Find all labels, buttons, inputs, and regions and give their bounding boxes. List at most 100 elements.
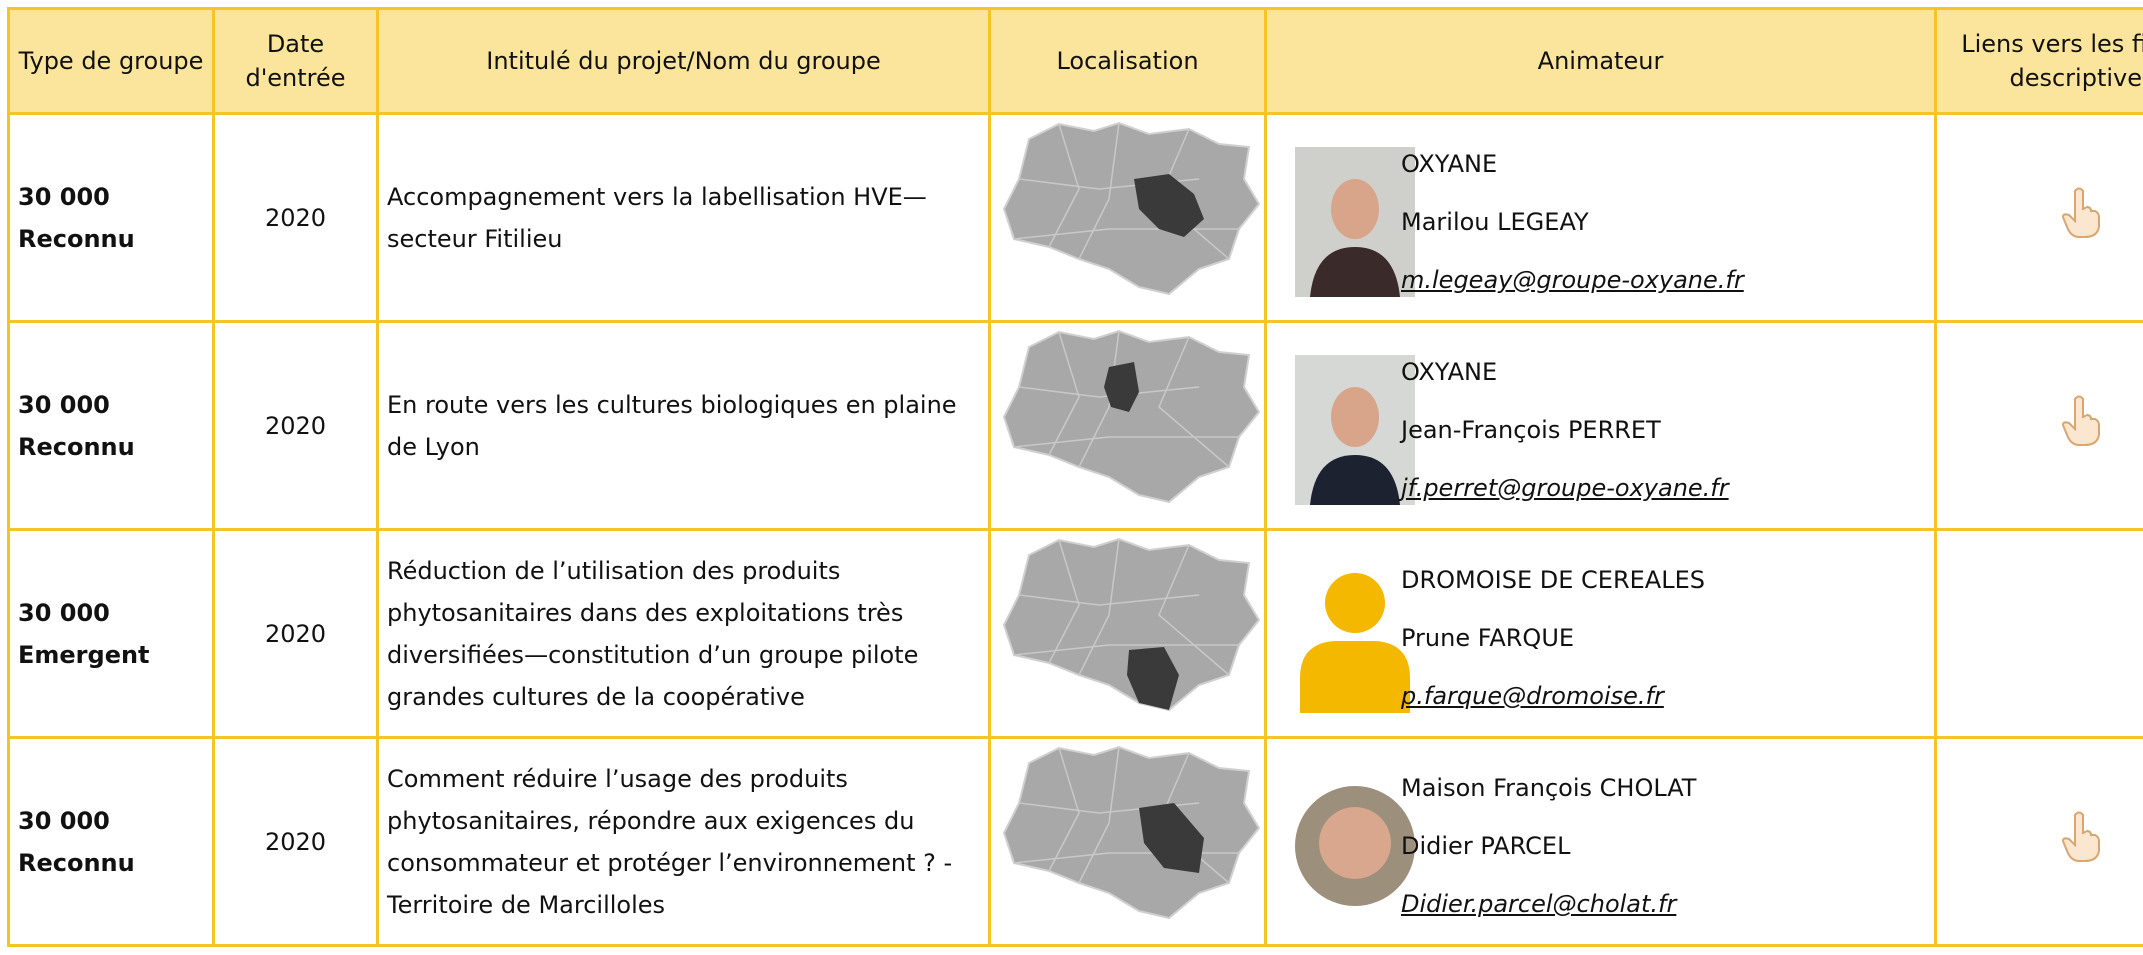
animator-avatar — [1295, 147, 1415, 297]
map-region — [1002, 745, 1261, 919]
animator-email[interactable]: jf.perret@groupe-oxyane.fr — [1401, 474, 1729, 502]
animator-cell: DROMOISE DE CEREALES Prune FARQUE p.farque… — [1264, 528, 1937, 739]
animator-info: OXYANE Jean-François PERRET jf.perret@grou… — [1401, 343, 1729, 517]
map-border — [1013, 435, 1239, 448]
animator-name: Prune FARQUE — [1401, 624, 1575, 652]
group-type: 30 000 — [18, 598, 110, 627]
link-icon[interactable] — [2057, 807, 2107, 863]
link-cell — [1934, 528, 2143, 739]
project-title: En route vers les cultures biologiques e… — [376, 320, 991, 531]
map-border — [1018, 385, 1200, 398]
entry-date: 2020 — [212, 528, 379, 739]
avatar-body — [1310, 247, 1400, 297]
location-map — [1002, 329, 1261, 503]
group-type-cell: 30 000 Emergent — [7, 528, 215, 739]
table-body: 30 000 Reconnu 2020 Accompagnement vers la … — [7, 112, 2143, 947]
column-header: Localisation — [988, 7, 1267, 115]
group-type: Emergent — [18, 640, 150, 669]
organisation: OXYANE — [1401, 150, 1498, 178]
email-line: jf.perret@groupe-oxyane.fr — [1401, 459, 1729, 517]
animator-cell: OXYANE Jean-François PERRET jf.perret@grou… — [1264, 320, 1937, 531]
map-highlight — [1104, 361, 1139, 412]
map-border — [1078, 538, 1120, 675]
map-region — [1002, 121, 1261, 295]
map-border — [1048, 539, 1080, 663]
group-type-cell: 30 000 Reconnu — [7, 112, 215, 323]
email-line: m.legeay@groupe-oxyane.fr — [1401, 251, 1744, 309]
entry-date: 2020 — [212, 112, 379, 323]
group-type: Reconnu — [18, 224, 135, 253]
map-border — [1078, 330, 1120, 467]
map-border — [1048, 331, 1080, 455]
groups-table: Type de groupe Date d'entrée Intitulé du p… — [7, 7, 2143, 947]
table-row: 30 000 Emergent 2020 Réduction de l’utilisa… — [7, 528, 2143, 739]
avatar-body — [1310, 455, 1400, 505]
avatar-head — [1325, 573, 1385, 633]
animator-avatar — [1300, 573, 1410, 713]
email-line: Didier.parcel@cholat.fr — [1401, 875, 1696, 933]
map-border — [1013, 643, 1239, 656]
group-type: Reconnu — [18, 848, 135, 877]
location-cell — [988, 320, 1267, 531]
location-map — [1002, 537, 1261, 711]
hand — [2061, 811, 2100, 862]
link-cell — [1934, 736, 2143, 947]
map-highlight — [1134, 173, 1204, 237]
location-cell — [988, 528, 1267, 739]
map-region — [1002, 537, 1261, 711]
group-type: 30 000 — [18, 806, 110, 835]
project-title: Réduction de l’utilisation des produits … — [376, 528, 991, 739]
column-header: Type de groupe — [7, 7, 215, 115]
hand — [2061, 395, 2100, 446]
location-map — [1002, 121, 1261, 295]
map-highlight — [1139, 802, 1204, 873]
map-border — [1048, 747, 1080, 871]
column-header: Intitulé du projet/Nom du groupe — [376, 7, 991, 115]
column-header: Liens vers les fiches descriptives — [1934, 7, 2143, 115]
avatar-body — [1300, 641, 1410, 713]
avatar-face — [1319, 807, 1391, 879]
animator-email[interactable]: m.legeay@groupe-oxyane.fr — [1401, 266, 1744, 294]
animator-info: OXYANE Marilou LEGEAY m.legeay@groupe-oxya… — [1401, 135, 1744, 309]
organisation: DROMOISE DE CEREALES — [1401, 566, 1705, 594]
link-icon[interactable] — [2057, 183, 2107, 239]
animator-cell: Maison François CHOLAT Didier PARCEL Didie… — [1264, 736, 1937, 947]
map-region — [1002, 329, 1261, 503]
group-type: 30 000 — [18, 390, 110, 419]
link-cell — [1934, 112, 2143, 323]
organisation: Maison François CHOLAT — [1401, 774, 1697, 802]
animator-cell: OXYANE Marilou LEGEAY m.legeay@groupe-oxya… — [1264, 112, 1937, 323]
animator-email[interactable]: Didier.parcel@cholat.fr — [1401, 890, 1677, 918]
animator-avatar — [1295, 786, 1415, 906]
animator-email[interactable]: p.farque@dromoise.fr — [1401, 682, 1664, 710]
column-header: Date d'entrée — [212, 7, 379, 115]
link-icon[interactable] — [2057, 391, 2107, 447]
table-row: 30 000 Reconnu 2020 Accompagnement vers la … — [7, 112, 2143, 323]
map-border — [1078, 746, 1120, 883]
animator-name: Didier PARCEL — [1401, 832, 1571, 860]
email-line: p.farque@dromoise.fr — [1401, 667, 1705, 725]
header-row: Type de groupe Date d'entrée Intitulé du p… — [7, 7, 2143, 115]
location-map — [1002, 745, 1261, 919]
group-type-cell: 30 000 Reconnu — [7, 736, 215, 947]
location-cell — [988, 112, 1267, 323]
map-highlight — [1127, 646, 1179, 710]
link-cell — [1934, 320, 2143, 531]
animator-name: Jean-François PERRET — [1401, 416, 1661, 444]
table-row: 30 000 Reconnu 2020 Comment réduire l’usage… — [7, 736, 2143, 947]
group-type-cell: 30 000 Reconnu — [7, 320, 215, 531]
location-cell — [988, 736, 1267, 947]
map-border — [1048, 123, 1080, 247]
avatar-face — [1331, 387, 1379, 447]
column-header: Animateur — [1264, 7, 1937, 115]
map-border — [1013, 227, 1239, 240]
project-title: Comment réduire l’usage des produits phy… — [376, 736, 991, 947]
entry-date: 2020 — [212, 320, 379, 531]
organisation: OXYANE — [1401, 358, 1498, 386]
hand — [2061, 187, 2100, 238]
map-border — [1158, 336, 1230, 468]
avatar-face — [1331, 179, 1379, 239]
animator-info: DROMOISE DE CEREALES Prune FARQUE p.farque… — [1401, 551, 1705, 725]
animator-name: Marilou LEGEAY — [1401, 208, 1589, 236]
